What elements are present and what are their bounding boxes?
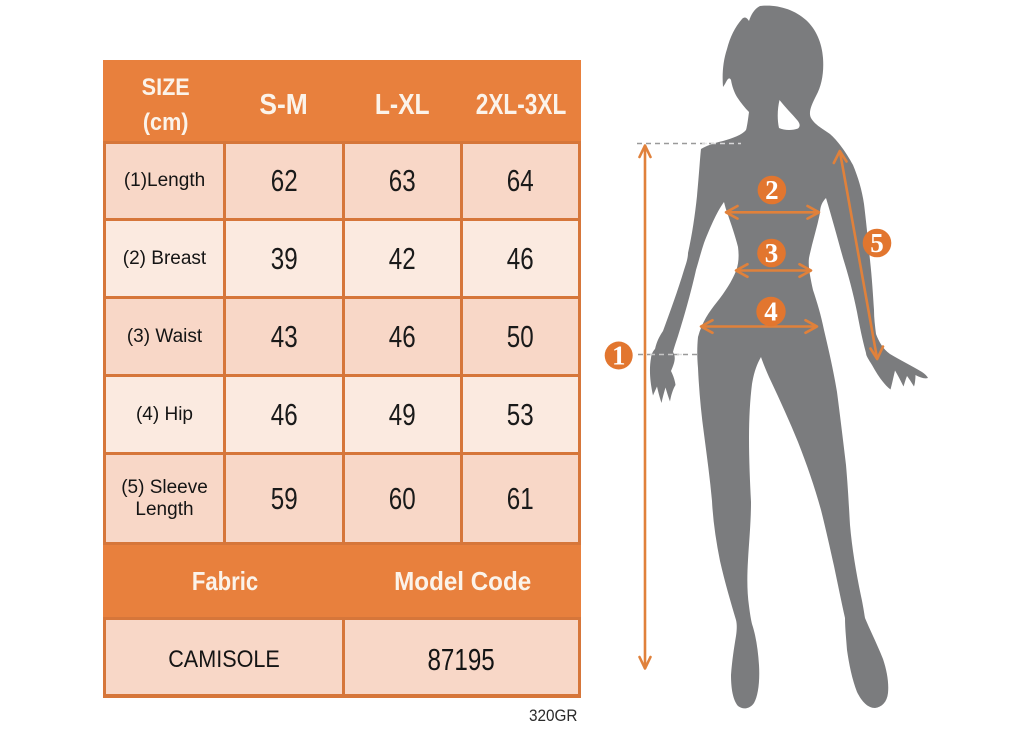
svg-text:2: 2: [765, 175, 779, 205]
svg-text:1: 1: [612, 341, 626, 371]
svg-text:5: 5: [870, 228, 884, 258]
svg-text:3: 3: [765, 238, 779, 268]
svg-text:4: 4: [764, 297, 778, 327]
